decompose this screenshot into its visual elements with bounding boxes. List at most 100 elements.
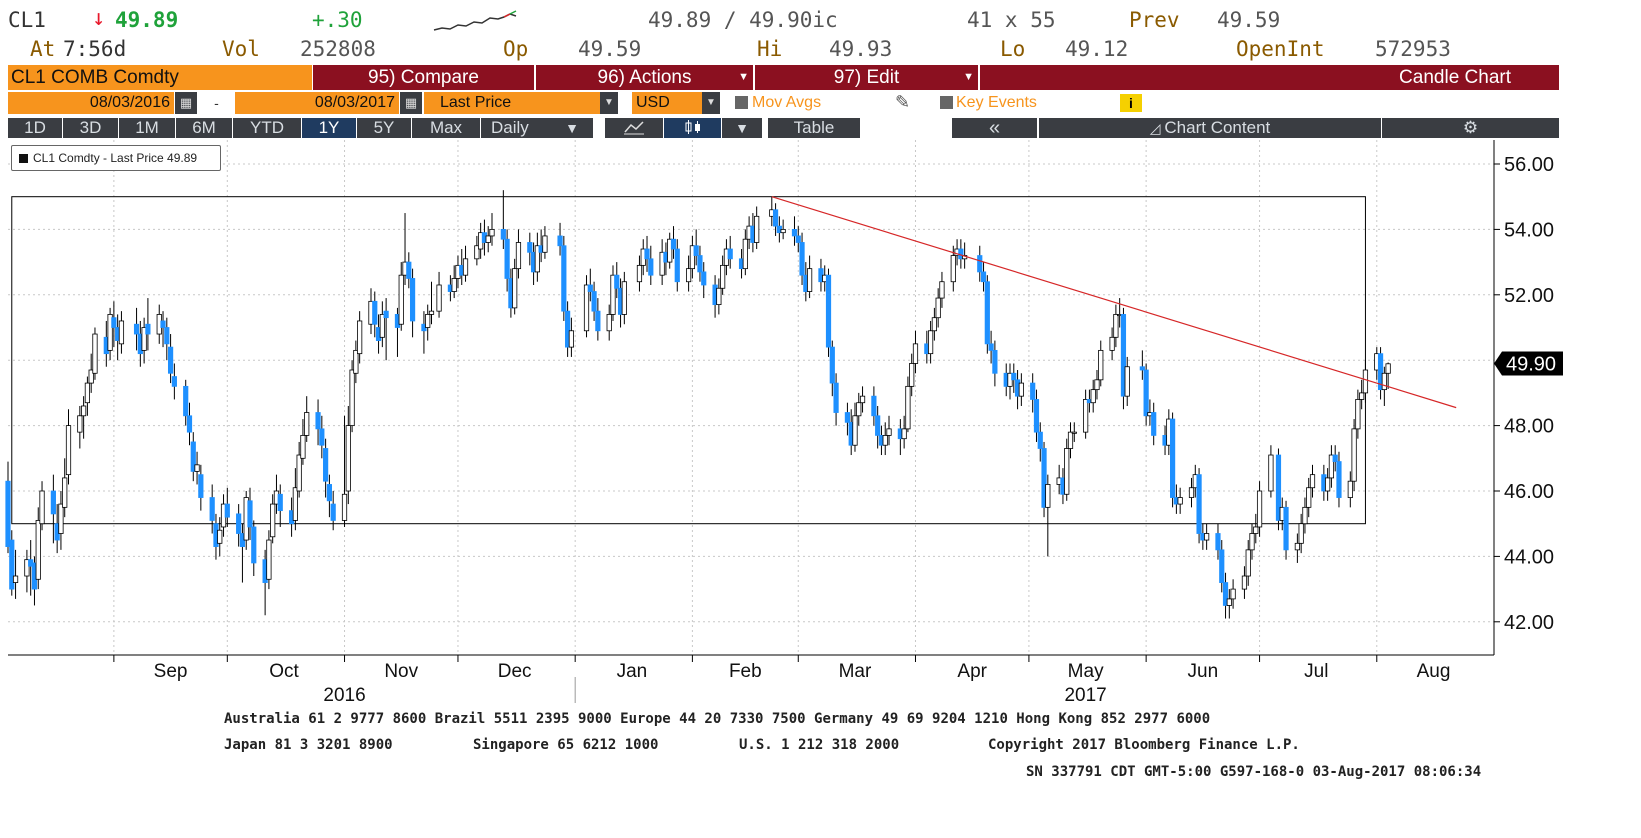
mov-avgs-checkbox[interactable] bbox=[735, 96, 748, 109]
candle-body bbox=[406, 261, 412, 279]
candle-body bbox=[1302, 506, 1308, 525]
compare-label: 95) Compare bbox=[368, 67, 479, 88]
candle-body bbox=[341, 493, 348, 521]
candle-body bbox=[160, 320, 166, 328]
candle-body bbox=[606, 314, 612, 332]
vol-value: 252808 bbox=[300, 37, 376, 61]
collapse-button[interactable]: « bbox=[952, 118, 1037, 138]
candle-body bbox=[1268, 454, 1274, 492]
candle-body bbox=[383, 310, 389, 319]
chart-content-button[interactable]: ◿ Chart Content bbox=[1039, 118, 1381, 138]
compare-button[interactable]: 95) Compare bbox=[313, 65, 534, 90]
candle-body bbox=[595, 310, 601, 332]
candle-body bbox=[542, 235, 548, 253]
start-date-input[interactable]: 08/03/2016 bbox=[8, 92, 174, 114]
candle-body bbox=[659, 251, 665, 276]
chevron-down-icon[interactable]: ▼ bbox=[702, 92, 720, 114]
candle-body bbox=[791, 229, 798, 237]
candle-body bbox=[825, 274, 832, 348]
chart-legend[interactable]: CL1 Comdty - Last Price 49.89 bbox=[11, 145, 221, 171]
open-value: 49.59 bbox=[578, 37, 642, 61]
start-date-value: 08/03/2016 bbox=[89, 94, 170, 111]
candle-chart[interactable]: 56.00 54.00 52.00 48.00 46.00 44.00 42.00 Sep O… bbox=[0, 140, 1641, 710]
range-1m-button[interactable]: 1M bbox=[119, 118, 175, 138]
high-value: 49.93 bbox=[829, 37, 893, 61]
x-month-label: Nov bbox=[384, 661, 418, 682]
candle-chart-icon[interactable] bbox=[664, 118, 721, 138]
end-date-input[interactable]: 08/03/2017 bbox=[235, 92, 399, 114]
candle-body bbox=[1139, 366, 1145, 371]
y-tick-label: 48.00 bbox=[1504, 416, 1554, 438]
range-3d-button[interactable]: 3D bbox=[63, 118, 118, 138]
caret-down-icon: ▼ bbox=[565, 120, 579, 136]
candle-body bbox=[357, 320, 363, 355]
info-icon[interactable]: i bbox=[1120, 94, 1142, 112]
candle-body bbox=[349, 369, 355, 426]
currency-select[interactable]: USD bbox=[632, 92, 702, 114]
chevron-down-icon[interactable]: ▼ bbox=[600, 92, 618, 114]
ticker-symbol: CL1 bbox=[8, 8, 46, 32]
candle-body bbox=[689, 245, 695, 270]
security-field[interactable]: CL1 COMB Comdty bbox=[8, 65, 312, 90]
candle-body bbox=[251, 526, 257, 564]
candles-group bbox=[5, 190, 1391, 619]
chevron-down-icon[interactable]: ▼ bbox=[722, 118, 762, 138]
candle-body bbox=[485, 235, 491, 243]
candle-body bbox=[534, 245, 540, 273]
candle-body bbox=[670, 238, 677, 250]
candle-body bbox=[1041, 448, 1047, 508]
candle-body bbox=[1256, 490, 1263, 528]
candle-body bbox=[1033, 399, 1040, 433]
footer-copyright: Copyright 2017 Bloomberg Finance L.P. bbox=[988, 737, 1300, 753]
candle-body bbox=[58, 503, 64, 534]
edit-menu[interactable]: 97) Edit ▼ bbox=[755, 65, 978, 90]
gear-icon[interactable]: ⚙ bbox=[1382, 118, 1559, 138]
candle-body bbox=[1328, 454, 1335, 479]
last-price: 49.89 bbox=[115, 8, 179, 32]
range-1d-button[interactable]: 1D bbox=[8, 118, 62, 138]
y-tick-label: 54.00 bbox=[1504, 219, 1554, 241]
candle-body bbox=[190, 441, 196, 472]
range-5y-button[interactable]: 5Y bbox=[357, 118, 411, 138]
candle-body bbox=[1011, 372, 1017, 381]
candle-body bbox=[984, 281, 990, 345]
range-max-button[interactable]: Max bbox=[412, 118, 480, 138]
candle-body bbox=[856, 402, 862, 417]
candle-body bbox=[1124, 366, 1130, 397]
pencil-icon[interactable]: ✎ bbox=[895, 92, 911, 112]
candle-body bbox=[171, 376, 177, 387]
candle-body bbox=[107, 314, 113, 351]
last-price-tag: 49.90 bbox=[1494, 351, 1563, 376]
candle-body bbox=[1241, 575, 1248, 590]
candle-body bbox=[1230, 588, 1236, 600]
candle-body bbox=[1067, 431, 1074, 449]
range-6m-button[interactable]: 6M bbox=[176, 118, 232, 138]
actions-menu[interactable]: 96) Actions ▼ bbox=[536, 65, 753, 90]
periodicity-select[interactable]: Daily ▼ bbox=[481, 118, 593, 138]
candle-body bbox=[304, 412, 310, 436]
line-chart-icon[interactable] bbox=[605, 118, 663, 138]
calendar-icon[interactable]: ▦ bbox=[400, 92, 422, 114]
candle-body bbox=[1170, 418, 1176, 498]
range-1y-button[interactable]: 1Y bbox=[302, 118, 356, 138]
candle-body bbox=[462, 258, 469, 276]
field-select[interactable]: Last Price bbox=[424, 92, 600, 114]
end-date-value: 08/03/2017 bbox=[314, 94, 395, 111]
x-year-label: 2017 bbox=[1064, 685, 1106, 706]
candle-body bbox=[686, 268, 692, 283]
area-chart-icon: ◿ bbox=[1149, 120, 1165, 136]
legend-swatch bbox=[19, 154, 28, 163]
candle-body bbox=[39, 490, 45, 525]
candle-body bbox=[1222, 582, 1229, 606]
candle-body bbox=[111, 317, 117, 328]
candle-body bbox=[1226, 598, 1232, 606]
candle-body bbox=[167, 346, 174, 374]
bid-ask: 49.89 / 49.90ic bbox=[648, 8, 838, 32]
calendar-icon[interactable]: ▦ bbox=[175, 92, 197, 114]
candle-body bbox=[5, 480, 11, 547]
table-button[interactable]: Table bbox=[768, 118, 860, 138]
range-ytd-button[interactable]: YTD bbox=[233, 118, 301, 138]
prev-label: Prev bbox=[1129, 8, 1180, 32]
net-change: +.30 bbox=[312, 8, 363, 32]
key-events-checkbox[interactable] bbox=[940, 96, 953, 109]
